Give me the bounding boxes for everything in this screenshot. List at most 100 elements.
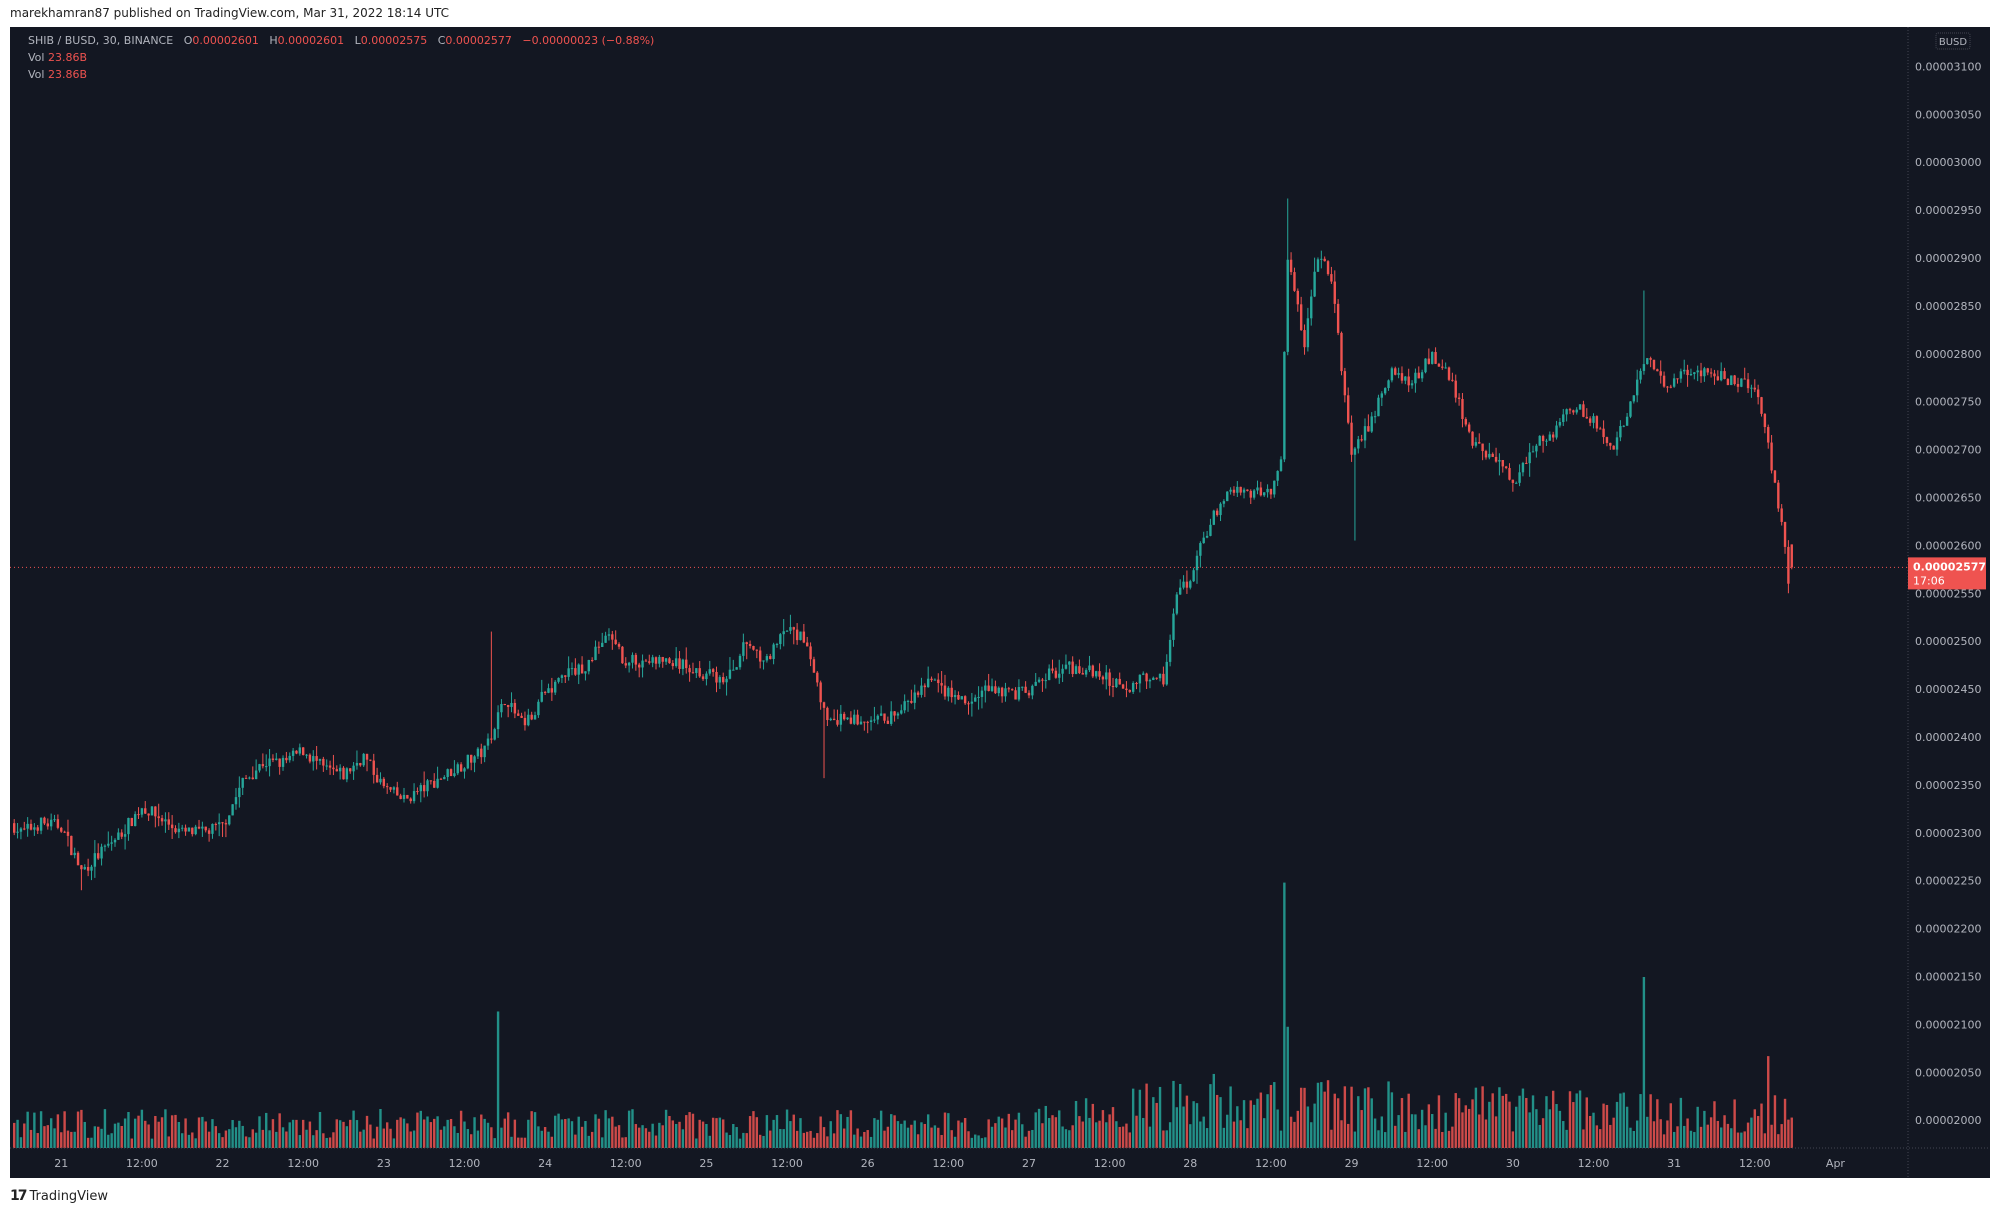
candle-body — [1780, 508, 1783, 522]
candle-body — [342, 767, 345, 780]
volume-bar — [1575, 1093, 1578, 1148]
candle-body — [338, 767, 342, 772]
candle-body — [70, 835, 73, 856]
volume-legend-1[interactable]: Vol 23.86B — [28, 51, 87, 64]
volume-bar — [876, 1119, 879, 1148]
volume-bar — [513, 1119, 517, 1148]
candle-body — [1491, 453, 1494, 457]
candle-body — [570, 668, 574, 670]
candle-body — [446, 769, 449, 778]
volume-bar — [1279, 1130, 1283, 1148]
candle-body — [1212, 510, 1216, 525]
candle-body — [1377, 397, 1380, 417]
time-tick-label: 29 — [1345, 1157, 1359, 1170]
tradingview-footer[interactable]: 17 TradingView — [10, 1188, 108, 1204]
volume-bar — [372, 1138, 375, 1148]
candle-body — [1246, 489, 1249, 491]
volume-bar — [879, 1110, 883, 1148]
candle-body — [557, 677, 560, 682]
candle-body — [1168, 639, 1172, 662]
price-tick-label: 0.00002850 — [1915, 300, 1981, 313]
symbol-info[interactable]: SHIB / BUSD, 30, BINANCE — [28, 34, 174, 47]
candle-body — [1105, 672, 1108, 680]
last-price-tag: 0.00002577 17:06 — [1908, 557, 1986, 590]
candle-body — [456, 764, 459, 774]
candle-body — [248, 777, 251, 779]
candle-body — [1098, 671, 1101, 677]
volume-label: Vol — [28, 51, 45, 64]
candle-body — [204, 826, 207, 831]
volume-bar — [1155, 1102, 1158, 1148]
candle-body — [167, 819, 170, 825]
volume-bar — [150, 1138, 154, 1148]
candle-body — [1592, 416, 1595, 423]
volume-bar — [1646, 1116, 1649, 1148]
candle-body — [846, 717, 849, 720]
volume-bar — [1175, 1107, 1179, 1148]
price-tick-label: 0.00002350 — [1915, 779, 1981, 792]
candle-body — [1394, 368, 1397, 375]
currency-badge[interactable]: BUSD — [1935, 32, 1971, 50]
candle-body — [496, 712, 500, 730]
candle-body — [987, 685, 990, 691]
candle-body — [685, 659, 688, 669]
volume-bar — [285, 1131, 288, 1148]
candle-body — [930, 678, 933, 681]
volume-bar — [1172, 1080, 1175, 1148]
volume-bar — [1209, 1084, 1212, 1148]
candle-body — [416, 791, 419, 793]
candle-body — [1027, 692, 1031, 696]
candle-body — [607, 634, 611, 636]
volume-bar — [201, 1116, 204, 1148]
candle-body — [718, 677, 722, 683]
volume-bar — [1713, 1101, 1716, 1148]
candle-body — [530, 714, 533, 720]
volume-bar — [940, 1135, 943, 1148]
candle-body — [1054, 670, 1058, 678]
candle-body — [1669, 386, 1672, 388]
volume-bar — [244, 1136, 248, 1148]
candle-body — [510, 702, 513, 707]
volume-bar — [520, 1137, 523, 1148]
volume-bar — [590, 1131, 594, 1148]
candle-body — [419, 785, 422, 792]
volume-legend-2[interactable]: Vol 23.86B — [28, 68, 87, 81]
volume-bar — [533, 1112, 537, 1148]
candle-body — [543, 691, 547, 693]
candle-body — [1373, 416, 1377, 418]
volume-bar — [1693, 1132, 1696, 1148]
candle-body — [214, 823, 218, 825]
volume-bar — [685, 1115, 688, 1148]
candle-body — [1121, 684, 1125, 689]
candle-body — [537, 701, 540, 716]
candle-body — [1158, 673, 1162, 679]
candle-body — [251, 777, 254, 780]
volume-bar — [39, 1111, 43, 1148]
candle-body — [426, 780, 429, 792]
candle-body — [1152, 677, 1155, 681]
volume-bar — [73, 1131, 76, 1148]
volume-bar — [1535, 1109, 1538, 1148]
candle-body — [412, 791, 416, 802]
volume-bar — [819, 1116, 822, 1148]
volume-bar — [906, 1127, 910, 1148]
volume-bar — [466, 1129, 470, 1148]
volume-bar — [890, 1114, 893, 1148]
volume-bar — [688, 1112, 691, 1148]
volume-bar — [268, 1130, 271, 1148]
volume-bar — [295, 1119, 298, 1148]
volume-bar — [748, 1116, 752, 1148]
volume-bar — [369, 1124, 372, 1148]
volume-bar — [994, 1123, 997, 1148]
volume-bar — [974, 1134, 977, 1148]
volume-bar — [1515, 1106, 1518, 1148]
volume-bar — [795, 1130, 799, 1148]
volume-bar — [1004, 1127, 1007, 1148]
price-tick-label: 0.00002950 — [1915, 204, 1981, 217]
chart-panel[interactable]: 0.00002000 0.00002050 0.00002100 0.00002150… — [10, 27, 1990, 1178]
candle-body — [1635, 379, 1639, 396]
candle-body — [681, 659, 685, 669]
candle-body — [466, 754, 470, 769]
chart-canvas[interactable]: 0.00002000 0.00002050 0.00002100 0.00002150… — [10, 27, 1990, 1178]
volume-bar — [621, 1137, 624, 1148]
